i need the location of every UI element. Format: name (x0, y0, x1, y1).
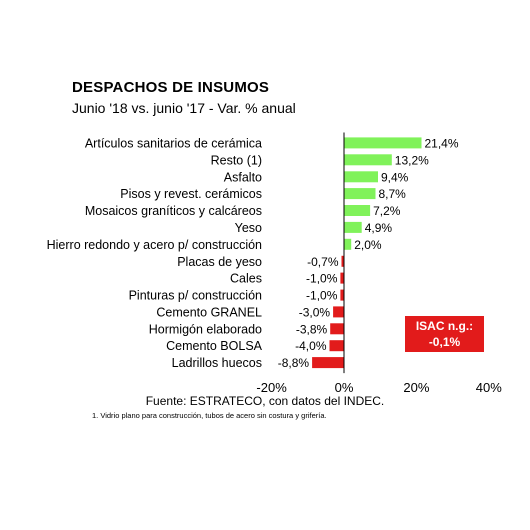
bar (340, 272, 344, 284)
category-label: Pinturas p/ construcción (129, 289, 262, 303)
data-label: 9,4% (381, 170, 409, 184)
bar (333, 306, 344, 318)
bar (344, 171, 378, 183)
category-label: Placas de yeso (177, 255, 262, 269)
source-note: Fuente: ESTRATECO, con datos del INDEC. (145, 394, 385, 408)
category-label: Pisos y revest. cerámicos (120, 187, 262, 201)
data-label: -1,0% (306, 289, 338, 303)
bar (340, 289, 344, 301)
data-label: -0,7% (307, 255, 339, 269)
bar (344, 205, 371, 216)
data-label: -4,0% (295, 339, 327, 353)
category-label: Ladrillos huecos (172, 356, 262, 370)
x-tick-label: 0% (335, 380, 354, 395)
bar (312, 357, 344, 369)
chart-title: DESPACHOS DE INSUMOS (72, 79, 270, 96)
footnote: 1. Vidrio plano para construcción, tubos… (92, 411, 327, 420)
data-label: -1,0% (306, 272, 338, 286)
category-label: Artículos sanitarios de cerámica (85, 136, 262, 150)
data-label: 21,4% (425, 136, 459, 150)
bar (344, 188, 376, 200)
bar (330, 323, 344, 335)
data-label: 13,2% (395, 153, 429, 167)
x-tick-label: 40% (476, 380, 502, 395)
bar (344, 238, 352, 250)
bar (329, 340, 344, 352)
data-label: -3,0% (299, 305, 331, 319)
data-label: 2,0% (354, 238, 382, 252)
category-label: Resto (1) (211, 153, 262, 167)
isac-label: ISAC n.g.: (415, 319, 474, 333)
bar (344, 137, 422, 149)
data-label: 7,2% (373, 204, 401, 218)
category-label: Cales (230, 272, 262, 286)
bar (344, 221, 362, 233)
category-label: Cemento BOLSA (166, 339, 263, 353)
data-label: 8,7% (379, 187, 407, 201)
bar (341, 255, 344, 267)
category-label: Yeso (235, 221, 262, 235)
category-label: Hormigón elaborado (149, 322, 262, 336)
category-label: Cemento GRANEL (156, 305, 262, 319)
isac-badge: ISAC n.g.: -0,1% (405, 316, 484, 352)
category-label: Asfalto (224, 170, 262, 184)
category-label: Mosaicos graníticos y calcáreos (85, 204, 262, 218)
chart-subtitle: Junio '18 vs. junio '17 - Var. % anual (72, 100, 296, 116)
bar (344, 154, 392, 166)
category-label: Hierro redondo y acero p/ construcción (47, 238, 262, 252)
data-label: 4,9% (365, 221, 393, 235)
isac-value: -0,1% (428, 335, 461, 349)
x-tick-label: -20% (256, 380, 287, 395)
x-tick-label: 20% (403, 380, 429, 395)
data-label: -3,8% (296, 322, 328, 336)
data-label: -8,8% (278, 356, 310, 370)
